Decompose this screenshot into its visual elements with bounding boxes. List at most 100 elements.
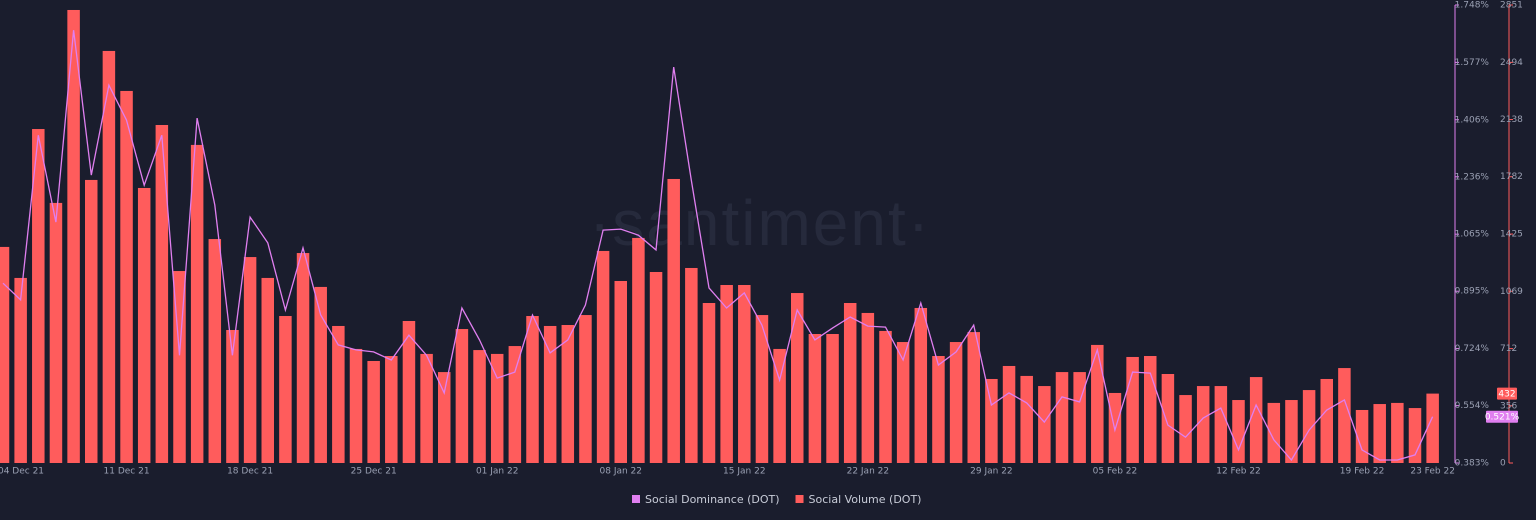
- bar: [773, 348, 786, 463]
- y-tick-label: 0.554%: [1455, 401, 1490, 411]
- bar: [685, 267, 698, 463]
- y2-tick-label: 712: [1500, 344, 1517, 354]
- bar: [1426, 393, 1439, 463]
- bar: [1091, 344, 1104, 463]
- y2-tick-label: 2851: [1500, 1, 1523, 11]
- bar: [1055, 372, 1069, 463]
- bar: [85, 179, 98, 464]
- bar: [1020, 375, 1033, 463]
- x-tick-label: 29 Jan 22: [970, 467, 1013, 477]
- legend-swatch: [632, 495, 640, 503]
- y-tick-label: 1.577%: [1455, 58, 1490, 68]
- y-tick-label: 0.895%: [1455, 287, 1490, 297]
- bar-series: [0, 9, 1439, 464]
- x-tick-label: 22 Jan 22: [847, 467, 890, 477]
- x-tick-label: 08 Jan 22: [600, 467, 643, 477]
- bar: [738, 285, 751, 463]
- bar: [1391, 402, 1404, 463]
- y2-tick-label: 1425: [1500, 230, 1523, 240]
- bar: [137, 187, 151, 463]
- bar: [1302, 390, 1316, 463]
- bar: [296, 253, 310, 463]
- x-tick-label: 18 Dec 21: [227, 467, 273, 477]
- bar: [473, 350, 486, 463]
- x-tick-label: 15 Jan 22: [723, 467, 766, 477]
- bar: [155, 125, 169, 463]
- bar: [1320, 378, 1333, 463]
- bar: [932, 356, 945, 463]
- bar: [314, 286, 327, 463]
- bar: [755, 315, 769, 463]
- bar: [808, 334, 822, 463]
- y-tick-label: 1.236%: [1455, 172, 1490, 182]
- bar: [879, 330, 892, 463]
- bar: [261, 277, 274, 463]
- x-tick-label: 23 Feb 22: [1410, 467, 1455, 477]
- bar: [438, 372, 451, 463]
- bar: [420, 353, 433, 463]
- y-tick-label: 0.383%: [1455, 459, 1490, 469]
- y-tick-label: 0.724%: [1455, 344, 1490, 354]
- bar: [579, 315, 592, 463]
- x-tick-label: 04 Dec 21: [0, 467, 44, 477]
- bar: [1161, 374, 1175, 463]
- x-tick-label: 11 Dec 21: [104, 467, 150, 477]
- bar: [1214, 386, 1228, 463]
- bar: [14, 277, 27, 463]
- bar: [385, 356, 398, 463]
- bar: [1267, 402, 1281, 463]
- bar: [49, 202, 63, 464]
- bar: [1144, 356, 1157, 463]
- bar: [632, 237, 645, 463]
- x-tick-label: 05 Feb 22: [1093, 467, 1138, 477]
- bar: [402, 320, 416, 463]
- bar: [208, 239, 222, 463]
- bar: [102, 50, 116, 463]
- x-tick-label: 01 Jan 22: [476, 467, 519, 477]
- bar: [649, 271, 663, 463]
- bar: [526, 316, 539, 463]
- bar: [596, 250, 610, 463]
- bar: [720, 285, 733, 463]
- y2-tick-label: 1782: [1500, 172, 1523, 182]
- current-value-badge: [1486, 410, 1518, 423]
- bar: [279, 316, 292, 463]
- bar: [1196, 386, 1210, 463]
- bar: [826, 334, 839, 463]
- legend-label: Social Volume (DOT): [809, 493, 922, 506]
- legend-swatch: [795, 495, 804, 503]
- line: [2, 30, 1434, 462]
- y2-tick-label: 356: [1500, 401, 1517, 411]
- bar: [1232, 400, 1245, 463]
- bar: [1073, 372, 1086, 463]
- bar: [985, 378, 998, 463]
- bar: [120, 90, 133, 463]
- bar: [1249, 377, 1263, 463]
- bar: [1373, 404, 1386, 463]
- bar: [614, 280, 627, 463]
- bar: [455, 329, 469, 463]
- y2-tick-label: 2494: [1500, 58, 1523, 68]
- bar: [1179, 395, 1192, 463]
- bar: [791, 293, 804, 463]
- bar: [914, 307, 928, 463]
- bar: [967, 332, 980, 463]
- bar: [490, 353, 504, 463]
- bar: [0, 246, 10, 463]
- bar: [543, 325, 557, 463]
- bar: [1355, 409, 1369, 463]
- bar: [1285, 400, 1298, 463]
- bar: [367, 360, 380, 463]
- current-value-label: 432: [1498, 390, 1515, 400]
- bar: [667, 178, 680, 464]
- bar: [243, 257, 257, 463]
- y-tick-label: 1.406%: [1455, 115, 1490, 125]
- current-value-label: 0.521%: [1485, 413, 1520, 423]
- x-tick-label: 12 Feb 22: [1216, 467, 1261, 477]
- current-value-badge: [1497, 387, 1517, 400]
- y2-tick-label: 0: [1500, 459, 1506, 469]
- bar: [561, 325, 575, 463]
- bar: [702, 302, 716, 463]
- bar: [861, 312, 875, 463]
